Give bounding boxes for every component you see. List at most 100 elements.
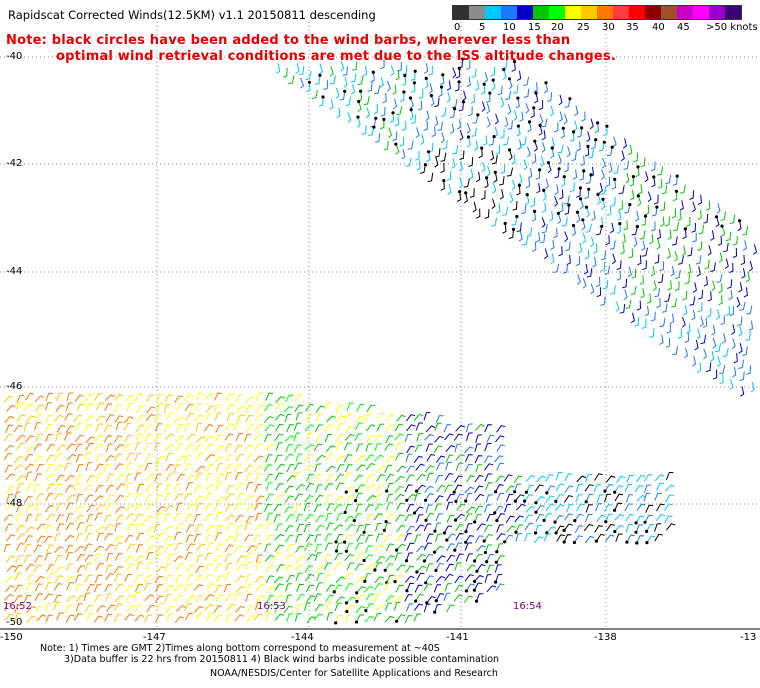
contamination-dot bbox=[434, 568, 438, 573]
contamination-dot bbox=[533, 531, 538, 535]
wind-barb bbox=[531, 241, 537, 252]
wind-barb bbox=[438, 86, 443, 98]
wind-barb bbox=[600, 250, 607, 261]
wind-barb bbox=[145, 562, 153, 571]
wind-barb bbox=[416, 565, 427, 573]
wind-barb bbox=[93, 495, 104, 503]
wind-barb bbox=[557, 213, 562, 224]
contamination-dot bbox=[355, 591, 359, 595]
wind-barb bbox=[84, 554, 94, 562]
wind-barb bbox=[667, 229, 672, 240]
wind-barb bbox=[475, 424, 485, 431]
wind-barb bbox=[324, 542, 333, 551]
wind-barb bbox=[672, 345, 678, 356]
wind-barb bbox=[565, 241, 571, 252]
wind-barb bbox=[414, 150, 420, 161]
wind-barb bbox=[424, 553, 434, 562]
wind-barb bbox=[335, 482, 344, 491]
wind-barb bbox=[16, 414, 26, 422]
wind-barb bbox=[14, 564, 23, 573]
wind-barb bbox=[635, 166, 640, 178]
contamination-dot bbox=[453, 548, 457, 552]
wind-barb bbox=[245, 453, 255, 461]
wind-barb bbox=[135, 424, 145, 432]
wind-barb bbox=[45, 473, 56, 481]
wind-barb bbox=[83, 592, 91, 602]
contamination-dot bbox=[476, 113, 480, 117]
wind-barb bbox=[114, 595, 124, 603]
wind-barb bbox=[533, 536, 544, 544]
wind-barb bbox=[164, 505, 174, 513]
wind-barb bbox=[465, 583, 475, 592]
contamination-dot bbox=[334, 540, 338, 544]
wind-barb bbox=[104, 584, 113, 593]
wind-barb bbox=[236, 483, 244, 492]
wind-barb bbox=[390, 65, 395, 76]
wind-barb bbox=[670, 313, 675, 324]
contamination-dot bbox=[374, 116, 378, 120]
wind-barb bbox=[293, 432, 301, 442]
wind-barb bbox=[560, 176, 566, 187]
wind-barb bbox=[434, 115, 439, 127]
wind-barb bbox=[134, 604, 142, 613]
wind-barb bbox=[415, 422, 423, 431]
contamination-dot bbox=[561, 126, 565, 130]
wind-barb bbox=[435, 455, 446, 463]
wind-barb bbox=[295, 572, 303, 582]
contamination-dot bbox=[356, 115, 360, 119]
wind-barb bbox=[539, 233, 546, 244]
wind-barb bbox=[324, 482, 334, 491]
wind-barb bbox=[531, 211, 537, 222]
wind-barb bbox=[76, 464, 84, 473]
wind-barb bbox=[456, 503, 466, 511]
wind-barb bbox=[525, 484, 535, 493]
wind-barb bbox=[195, 565, 205, 573]
wind-barb bbox=[641, 247, 648, 257]
contamination-dot bbox=[483, 550, 487, 555]
wind-barb bbox=[483, 455, 493, 464]
wind-barb bbox=[423, 542, 432, 551]
wind-barb bbox=[406, 542, 415, 551]
wind-barb bbox=[396, 502, 405, 511]
wind-barb bbox=[235, 405, 246, 414]
wind-barb bbox=[584, 513, 593, 523]
legend-swatch bbox=[581, 6, 597, 19]
wind-barb bbox=[384, 534, 393, 543]
wind-barb bbox=[396, 414, 406, 422]
wind-barb bbox=[313, 593, 322, 602]
wind-barb bbox=[543, 512, 553, 521]
wind-barb bbox=[719, 364, 726, 375]
wind-barb bbox=[25, 514, 33, 523]
wind-barb bbox=[475, 434, 482, 444]
wind-barb bbox=[593, 473, 603, 481]
wind-barb bbox=[472, 114, 479, 124]
wind-barb bbox=[345, 495, 355, 504]
wind-barb bbox=[484, 424, 493, 433]
wind-barb bbox=[589, 118, 594, 130]
wind-barb bbox=[624, 503, 633, 512]
wind-barb bbox=[440, 74, 445, 86]
wind-barb bbox=[65, 545, 74, 554]
wind-barb bbox=[584, 146, 590, 157]
wind-barb bbox=[469, 188, 475, 198]
wind-barb bbox=[546, 526, 557, 534]
wind-barb bbox=[647, 191, 652, 203]
wind-barb bbox=[425, 110, 430, 122]
wind-barb bbox=[569, 182, 575, 193]
wind-barb bbox=[35, 404, 45, 412]
wind-barb bbox=[392, 84, 397, 95]
wind-barb bbox=[576, 274, 581, 285]
wind-barb bbox=[75, 422, 83, 431]
legend-swatch bbox=[629, 6, 645, 19]
wind-barb bbox=[34, 583, 43, 592]
wind-barb bbox=[738, 359, 744, 369]
wind-barb bbox=[523, 159, 528, 171]
wind-barb bbox=[45, 513, 56, 521]
wind-barb bbox=[435, 474, 443, 483]
wind-barb bbox=[450, 123, 455, 135]
wind-barb bbox=[495, 475, 505, 483]
wind-barb bbox=[491, 79, 496, 91]
wind-barb bbox=[314, 424, 324, 433]
contamination-dot bbox=[557, 167, 561, 171]
contamination-dot bbox=[613, 177, 617, 181]
